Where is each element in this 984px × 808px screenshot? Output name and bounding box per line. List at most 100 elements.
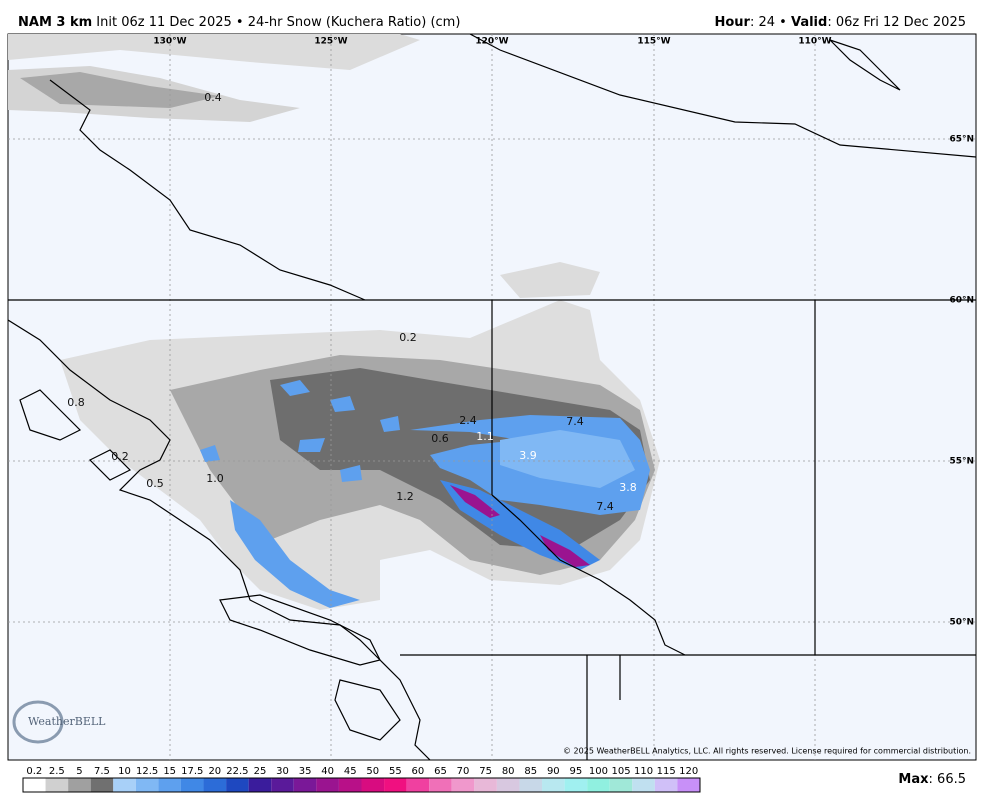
colorbar-swatch xyxy=(361,778,385,792)
colorbar-label: 15 xyxy=(163,766,176,777)
colorbar-swatch xyxy=(609,778,633,792)
colorbar-swatch xyxy=(90,778,114,792)
lat-label: 55°N xyxy=(949,457,974,467)
point-label: 3.9 xyxy=(519,449,537,462)
colorbar-label: 115 xyxy=(657,766,676,777)
colorbar-frame xyxy=(22,777,701,793)
colorbar-swatch xyxy=(496,778,520,792)
snow-area xyxy=(8,34,420,70)
colorbar-swatch xyxy=(654,778,678,792)
text-part: Init 06z 11 Dec 2025 • 24-hr Snow (Kuche… xyxy=(92,15,460,30)
text-part: Max xyxy=(898,772,929,787)
colorbar-label: 100 xyxy=(589,766,608,777)
colorbar-swatch xyxy=(113,778,136,792)
lon-label: 115°W xyxy=(637,37,670,47)
colorbar-label: 80 xyxy=(502,766,515,777)
text-part: : 24 • xyxy=(750,15,791,30)
colorbar-label: 35 xyxy=(299,766,312,777)
colorbar-label: 55 xyxy=(389,766,402,777)
colorbar-swatch xyxy=(632,778,655,792)
point-label: 7.4 xyxy=(566,415,584,428)
lat-label: 60°N xyxy=(949,296,974,306)
colorbar-label: 2.5 xyxy=(49,766,65,777)
colorbar-label: 95 xyxy=(570,766,583,777)
logo: WeatherBELL xyxy=(12,700,106,744)
lon-label: 125°W xyxy=(314,37,347,47)
colorbar-label: 17.5 xyxy=(181,766,203,777)
map: 130°W 125°W 120°W 115°W 110°W 65°N 60°N 55°N 50°… xyxy=(7,33,977,761)
text-part: NAM 3 km xyxy=(18,15,92,30)
colorbar-swatch xyxy=(23,778,46,792)
point-label: 1.2 xyxy=(396,490,414,503)
max-value: Max: 66.5 xyxy=(898,772,966,787)
snow-area xyxy=(200,380,400,482)
boundary xyxy=(491,494,686,656)
colorbar-label: 90 xyxy=(547,766,560,777)
header-right: Hour: 24 • Valid: 06z Fri 12 Dec 2025 xyxy=(714,15,966,30)
lon-label: 120°W xyxy=(475,37,508,47)
colorbar-swatch xyxy=(451,778,475,792)
boundary xyxy=(8,299,976,760)
snow-area xyxy=(450,485,590,567)
boundary xyxy=(49,79,366,301)
coastline xyxy=(829,39,901,91)
colorbar-label: 22.5 xyxy=(226,766,248,777)
lon-label: 110°W xyxy=(798,37,831,47)
point-label: 1.1 xyxy=(476,430,494,443)
map-labels: 130°W 125°W 120°W 115°W 110°W 65°N 60°N 55°N 50°… xyxy=(67,37,974,628)
text-part: Hour xyxy=(714,15,750,30)
colorbar-label: 85 xyxy=(524,766,537,777)
lat-label: 50°N xyxy=(949,618,974,628)
colorbar-label: 105 xyxy=(611,766,630,777)
snow-area xyxy=(500,262,600,298)
point-label: 0.4 xyxy=(204,91,222,104)
colorbar-label: 12.5 xyxy=(136,766,158,777)
colorbar-label: 70 xyxy=(457,766,470,777)
colorbar-swatch xyxy=(180,778,204,792)
colorbar-label: 75 xyxy=(479,766,492,777)
colorbar-label: 45 xyxy=(344,766,357,777)
colorbar-swatch xyxy=(135,778,159,792)
colorbar-swatch xyxy=(68,778,91,792)
colorbar-swatch xyxy=(45,778,69,792)
colorbar-label: 40 xyxy=(321,766,334,777)
colorbar-label: 5 xyxy=(76,766,82,777)
colorbar-label: 20 xyxy=(208,766,221,777)
colorbar-swatch xyxy=(587,778,610,792)
header-left: NAM 3 km Init 06z 11 Dec 2025 • 24-hr Sn… xyxy=(18,15,460,30)
lat-label: 65°N xyxy=(949,135,974,145)
logo-swirl xyxy=(12,700,64,744)
point-label: 0.2 xyxy=(111,450,129,463)
colorbar-label: 10 xyxy=(118,766,131,777)
colorbar-swatch xyxy=(519,778,543,792)
borders xyxy=(8,34,976,760)
colorbar-swatch xyxy=(564,778,588,792)
colorbar-label: 120 xyxy=(679,766,698,777)
colorbar-swatch xyxy=(406,778,430,792)
snow-area xyxy=(230,500,360,608)
point-label: 0.8 xyxy=(67,396,85,409)
colorbar-label: 7.5 xyxy=(94,766,110,777)
colorbar-swatch xyxy=(338,778,362,792)
colorbar-label: 110 xyxy=(634,766,653,777)
colorbar-swatch xyxy=(429,778,452,792)
point-label: 0.6 xyxy=(431,432,449,445)
text-part: : 66.5 xyxy=(929,772,966,787)
colorbar-swatch xyxy=(203,778,227,792)
snow-area xyxy=(500,430,635,488)
colorbar-swatch xyxy=(293,778,317,792)
colorbar-swatch xyxy=(248,778,272,792)
colorbar-swatch xyxy=(542,778,565,792)
colorbar-swatch xyxy=(316,778,339,792)
point-label: 2.4 xyxy=(459,414,477,427)
colorbar-label: 50 xyxy=(366,766,379,777)
colorbar-label: 0.2 xyxy=(26,766,42,777)
colorbar: 0.2 2.5 5 7.5 10 12.5 15 17.5 20 22.5 25 30 35 40 45 50… xyxy=(22,766,701,793)
coastline xyxy=(19,389,401,741)
copyright: © 2025 WeatherBELL Analytics, LLC. All r… xyxy=(563,747,971,756)
colorbar-swatch xyxy=(677,778,700,792)
text-part: : 06z Fri 12 Dec 2025 xyxy=(827,15,966,30)
coastline xyxy=(8,319,431,760)
